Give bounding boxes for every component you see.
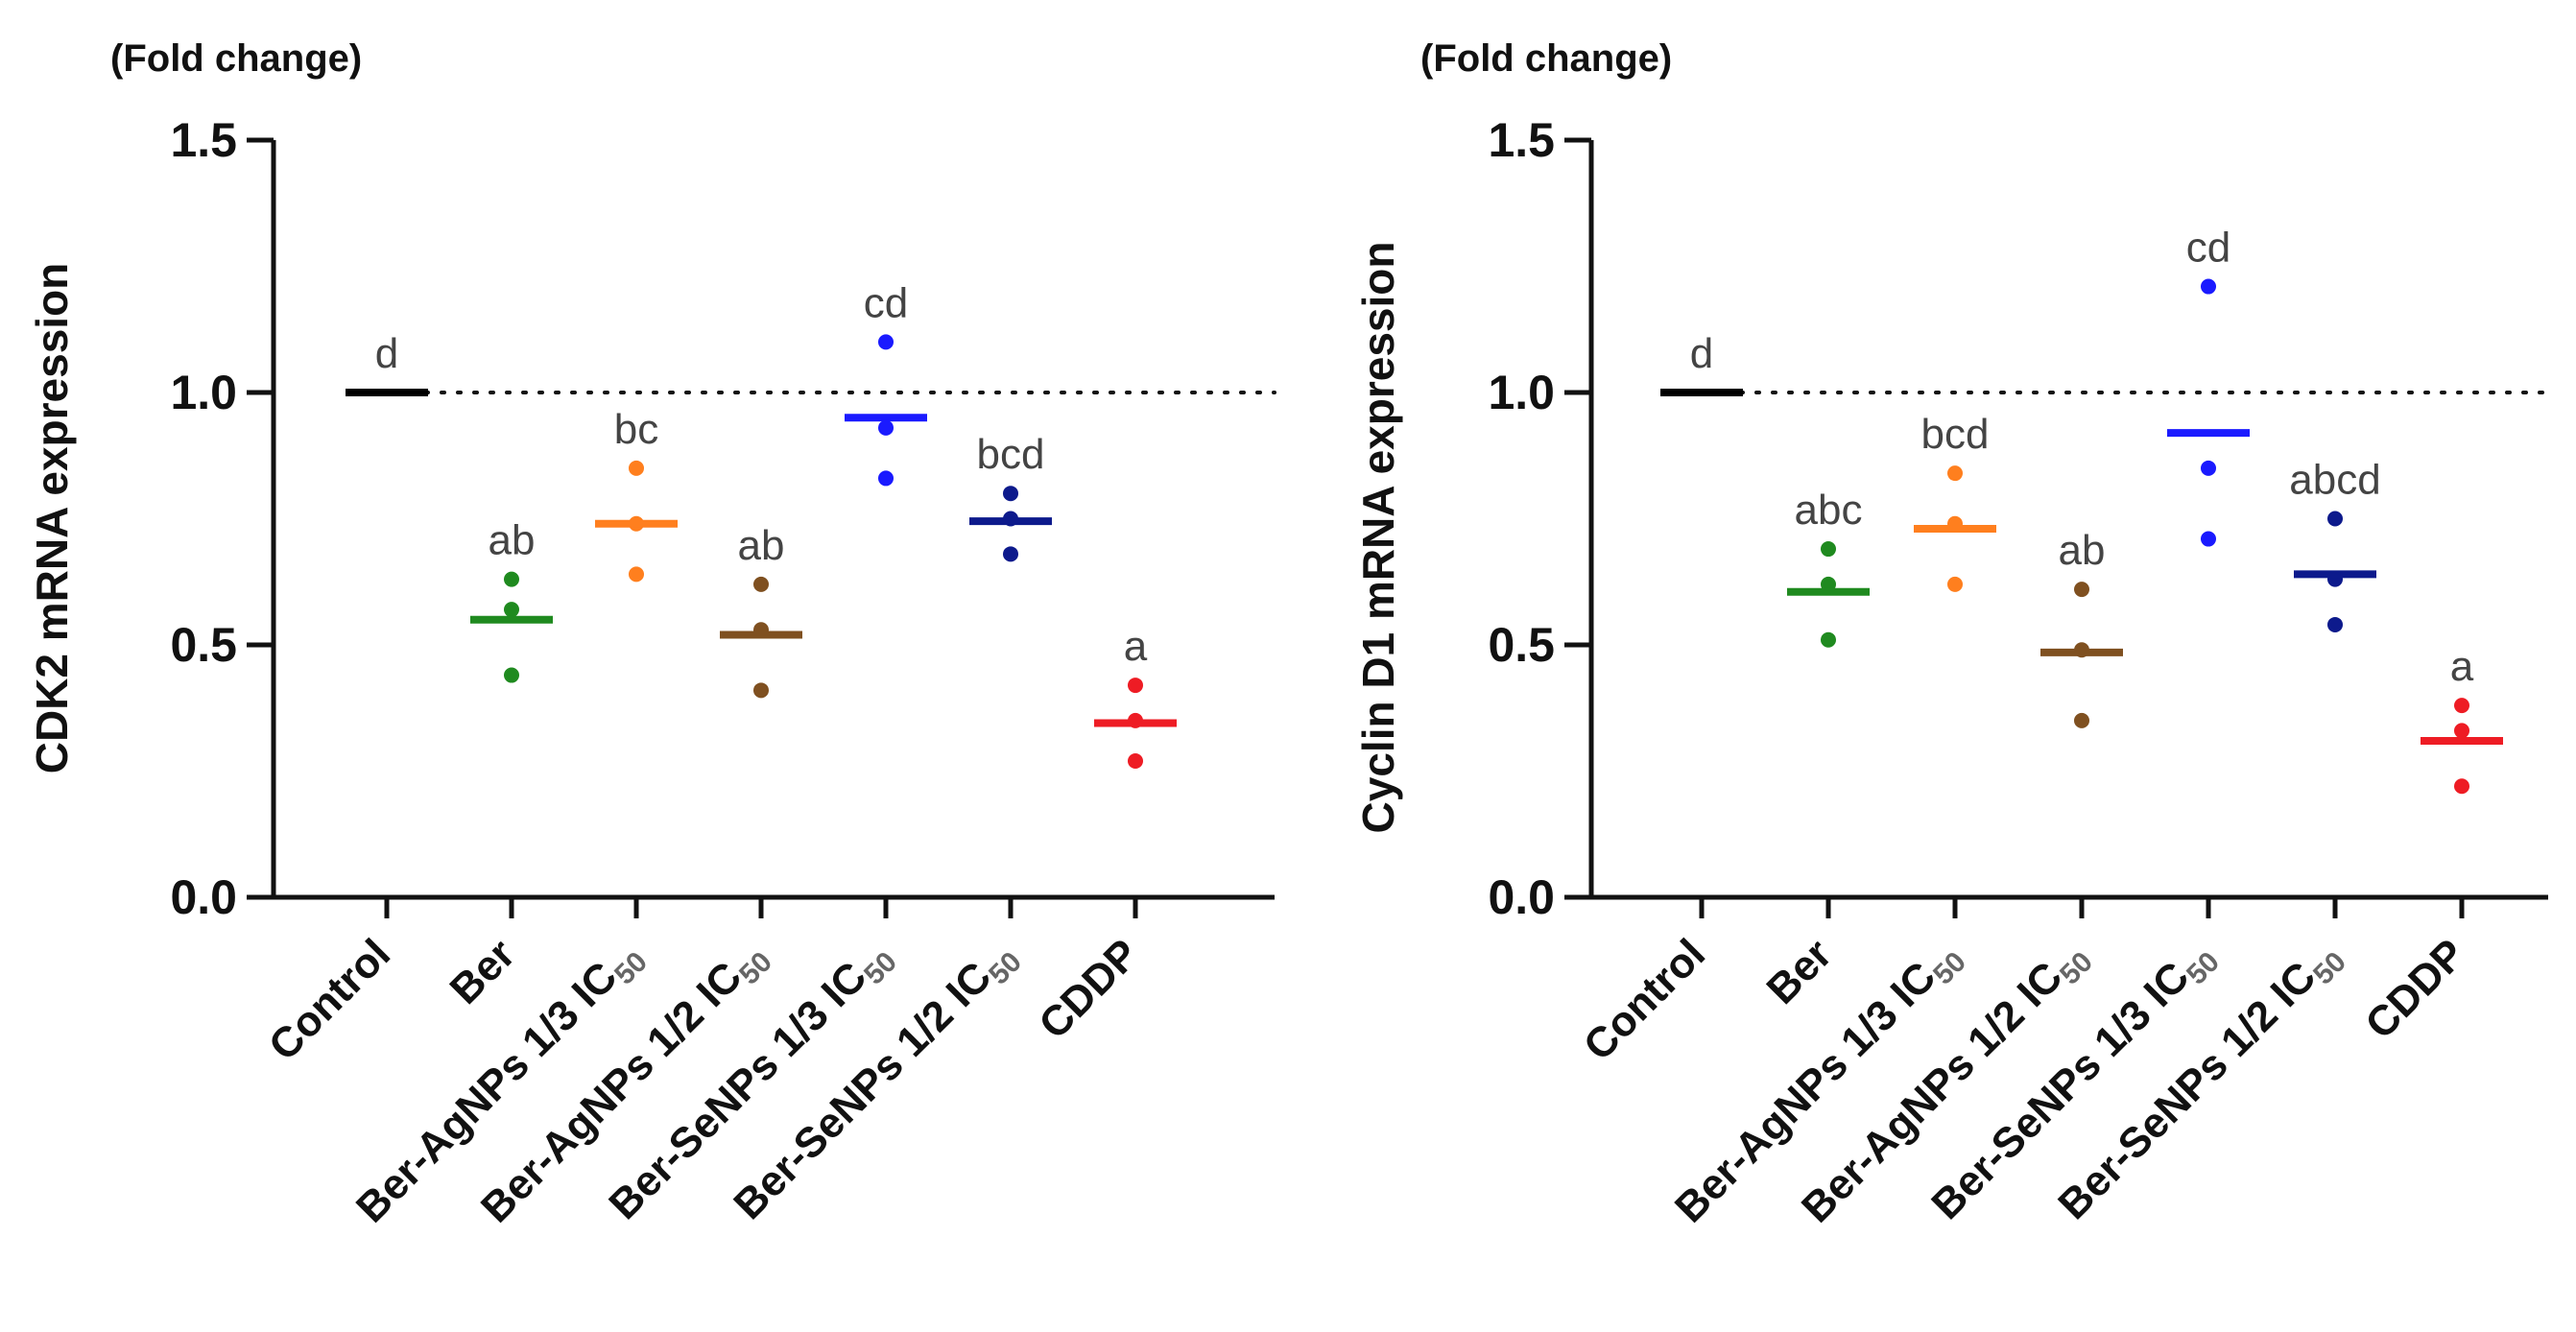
category-text: CDDP <box>2356 930 2474 1048</box>
data-point <box>878 470 894 487</box>
data-point <box>878 334 894 350</box>
significance-letter: ab <box>738 522 785 569</box>
category-text: CDDP <box>1030 930 1148 1048</box>
significance-letter: bcd <box>1921 411 1990 458</box>
significance-letter: bc <box>614 406 658 453</box>
significance-letter: d <box>1690 330 1713 377</box>
significance-letter: d <box>375 330 398 377</box>
data-point <box>753 576 769 592</box>
significance-letter: abcd <box>2289 457 2380 504</box>
data-point <box>2074 712 2089 728</box>
y-tick-label: 0.5 <box>170 618 237 672</box>
data-point <box>2454 778 2469 795</box>
data-point <box>504 667 519 683</box>
data-point <box>629 566 644 583</box>
x-tick-label: Ber <box>1758 930 1842 1013</box>
y-tick-label: 0.5 <box>1488 618 1555 672</box>
data-point <box>1821 631 1836 648</box>
y-tick-label: 1.5 <box>1488 113 1555 167</box>
significance-letter: ab <box>2059 527 2106 574</box>
category-text: Ber <box>441 930 525 1013</box>
data-point <box>753 682 769 699</box>
category-text: Control <box>1575 930 1714 1069</box>
y-tick-label: 0.0 <box>170 870 237 924</box>
y-axis-label: CDK2 mRNA expression <box>27 263 77 774</box>
x-tick-label: CDDP <box>1030 930 1148 1048</box>
data-point <box>629 460 644 476</box>
x-tick-label: Control <box>260 930 399 1069</box>
unit-label: (Fold change) <box>110 37 362 80</box>
significance-letter: ab <box>489 517 536 564</box>
data-point <box>2201 460 2216 476</box>
y-tick-label: 1.0 <box>170 366 237 419</box>
data-point <box>2201 531 2216 547</box>
category-text: Ber <box>1758 930 1842 1013</box>
category-text: Control <box>260 930 399 1069</box>
significance-letter: cd <box>2186 225 2230 272</box>
data-point <box>2201 278 2216 295</box>
data-point <box>1128 678 1143 694</box>
data-point <box>504 602 519 618</box>
data-point <box>2327 511 2343 527</box>
chart-panel-1: (Fold change) CDK2 mRNA expression 0.0 0.5 1… <box>27 37 1276 1232</box>
y-tick-label: 1.0 <box>1488 366 1555 419</box>
significance-letter: abc <box>1795 487 1863 534</box>
data-point <box>1947 576 1963 592</box>
data-point <box>1947 465 1963 482</box>
significance-letter: a <box>1124 623 1148 670</box>
data-point <box>2454 723 2469 739</box>
y-tick-label: 0.0 <box>1488 870 1555 924</box>
data-point <box>2074 582 2089 598</box>
y-axis-label: Cyclin D1 mRNA expression <box>1353 242 1403 834</box>
chart-panel-2: (Fold change) Cyclin D1 mRNA expression 0.… <box>1353 37 2550 1232</box>
data-point <box>878 419 894 436</box>
x-tick-label: Ber <box>441 930 525 1013</box>
significance-letter: bcd <box>977 431 1045 478</box>
data-point <box>1003 546 1018 562</box>
significance-letter: a <box>2450 643 2474 690</box>
data-point <box>1003 486 1018 502</box>
significance-letter: cd <box>864 279 908 326</box>
data-point <box>2327 616 2343 632</box>
x-tick-label: Control <box>1575 930 1714 1069</box>
y-tick-label: 1.5 <box>170 113 237 167</box>
data-point <box>2454 698 2469 714</box>
x-tick-label: CDDP <box>2356 930 2474 1048</box>
unit-label: (Fold change) <box>1420 37 1672 80</box>
data-point <box>1128 752 1143 769</box>
data-point <box>1821 541 1836 558</box>
data-point <box>504 571 519 587</box>
